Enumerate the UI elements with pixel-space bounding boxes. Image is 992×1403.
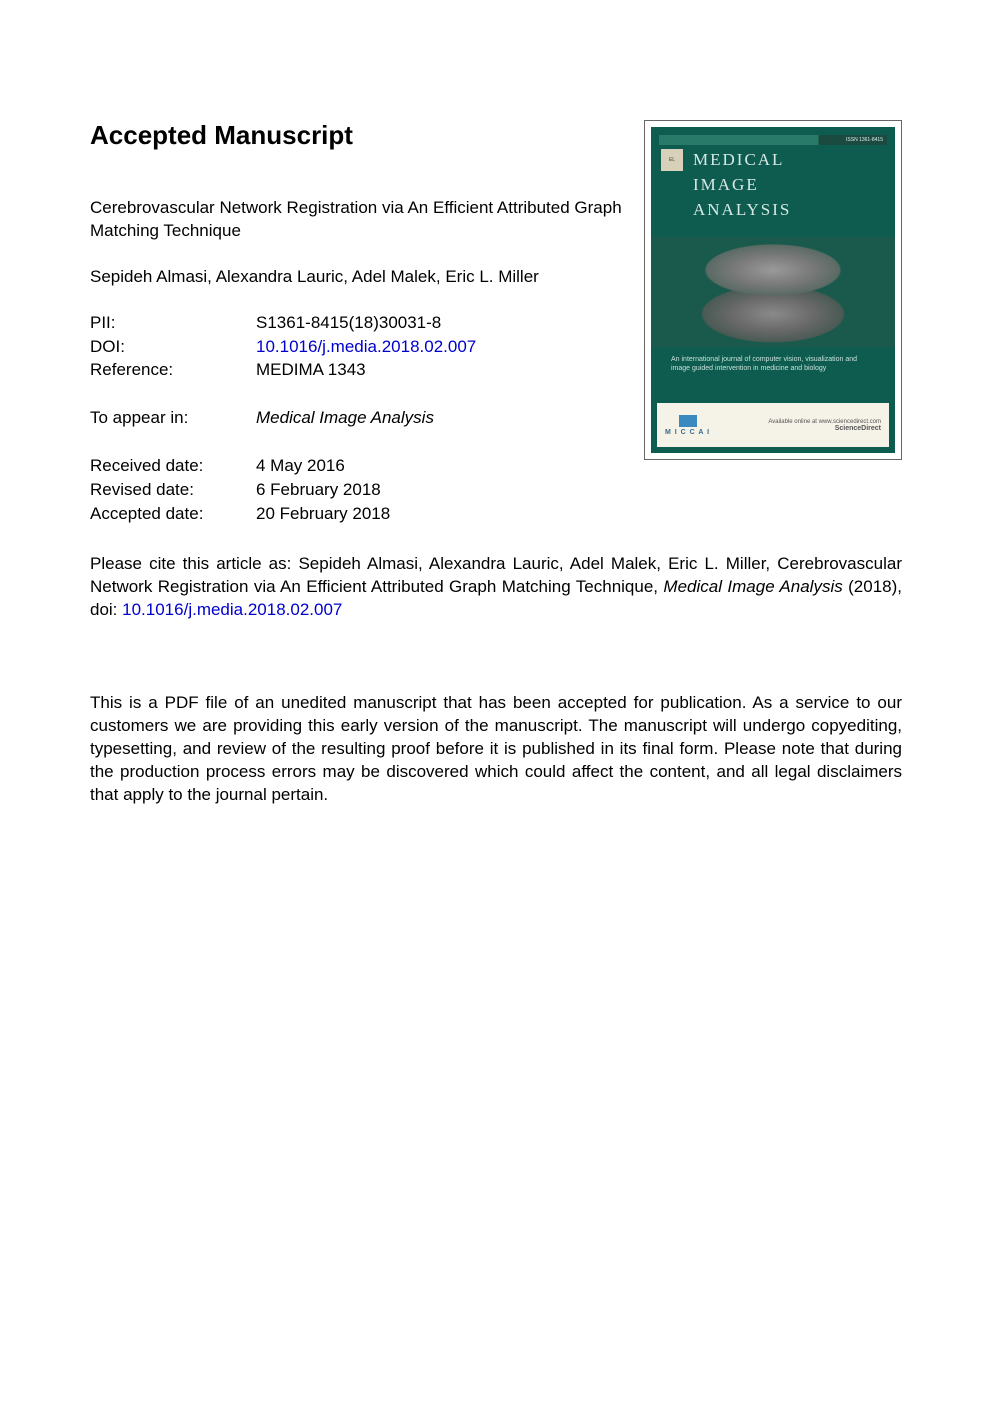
revised-row: Revised date: 6 February 2018 [90,478,902,502]
doi-link[interactable]: 10.1016/j.media.2018.02.007 [256,335,476,359]
cover-background: ISSN 1361-8415 EL MEDICAL IMAGE ANALYSIS… [651,127,895,453]
received-label: Received date: [90,454,256,478]
cover-footer: M I C C A I Available online at www.scie… [657,403,889,447]
article-title: Cerebrovascular Network Registration via… [90,197,650,243]
cover-subtitle: An international journal of computer vis… [671,355,875,373]
cover-title-line: ANALYSIS [693,199,885,222]
cite-doi-link[interactable]: 10.1016/j.media.2018.02.007 [122,600,342,619]
cover-title-line: MEDICAL [693,149,885,172]
revised-value: 6 February 2018 [256,478,381,502]
dates-block: Received date: 4 May 2016 Revised date: … [90,454,902,525]
appear-label: To appear in: [90,406,256,430]
pii-label: PII: [90,311,256,335]
sd-line1: Available online at www.sciencedirect.co… [768,419,881,425]
miccai-block: M I C C A I [665,415,710,436]
elsevier-logo-icon: EL [661,149,683,171]
pii-value: S1361-8415(18)30031-8 [256,311,441,335]
accepted-value: 20 February 2018 [256,502,390,526]
received-value: 4 May 2016 [256,454,345,478]
cite-journal: Medical Image Analysis [663,577,842,596]
citation-paragraph: Please cite this article as: Sepideh Alm… [90,553,902,622]
cover-brain-image [651,237,895,347]
doi-label: DOI: [90,335,256,359]
reference-label: Reference: [90,358,256,382]
journal-cover-thumbnail: ISSN 1361-8415 EL MEDICAL IMAGE ANALYSIS… [644,120,902,460]
sciencedirect-block: Available online at www.sciencedirect.co… [768,419,881,432]
reference-value: MEDIMA 1343 [256,358,366,382]
miccai-logo-icon [679,415,697,427]
cover-issn: ISSN 1361-8415 [846,137,883,143]
accepted-row: Accepted date: 20 February 2018 [90,502,902,526]
cover-title-line: IMAGE [693,174,885,197]
miccai-label: M I C C A I [665,429,710,436]
cover-journal-title: MEDICAL IMAGE ANALYSIS [693,149,885,224]
disclaimer-paragraph: This is a PDF file of an unedited manusc… [90,692,902,807]
sd-line2: ScienceDirect [768,425,881,432]
accepted-label: Accepted date: [90,502,256,526]
appear-value: Medical Image Analysis [256,406,434,430]
revised-label: Revised date: [90,478,256,502]
